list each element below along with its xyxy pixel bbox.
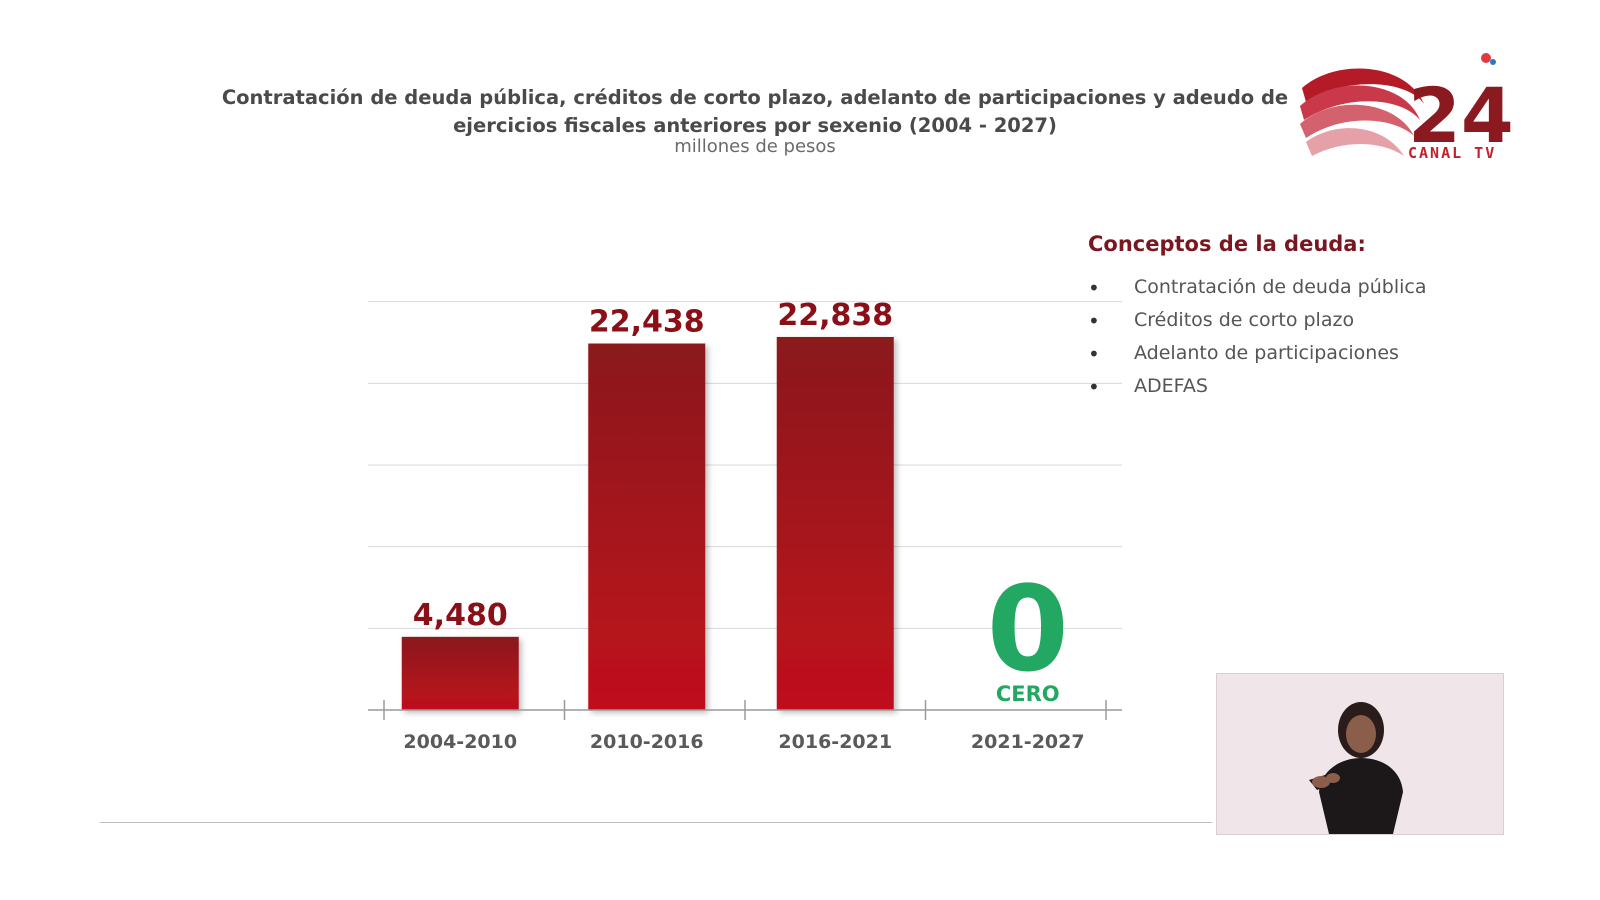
bar-value-label: 4,480 bbox=[413, 598, 508, 633]
chart-title: Contratación de deuda pública, créditos … bbox=[221, 86, 1289, 137]
canal-24-logo: 24 bbox=[1300, 53, 1514, 160]
chart-subtitle: millones de pesos bbox=[674, 136, 836, 157]
bottom-divider bbox=[100, 822, 1212, 823]
bar-value-label: 22,838 bbox=[777, 298, 893, 333]
legend-item: • Contratación de deuda pública bbox=[1088, 276, 1427, 309]
bar bbox=[776, 336, 894, 710]
x-tick-label: 2004-2010 bbox=[403, 731, 517, 753]
sign-language-interpreter-video bbox=[1216, 673, 1504, 835]
x-tick-label: 2016-2021 bbox=[778, 731, 892, 753]
bar bbox=[588, 343, 706, 710]
bullet-icon: • bbox=[1088, 342, 1100, 366]
legend-item: • ADEFAS bbox=[1088, 375, 1427, 408]
legend-title: Conceptos de la deuda: bbox=[1088, 232, 1366, 256]
legend-item: • Adelanto de participaciones bbox=[1088, 342, 1427, 375]
interpreter-figure-icon bbox=[1309, 702, 1403, 834]
bullet-icon: • bbox=[1088, 309, 1100, 333]
bar bbox=[401, 636, 519, 710]
legend-item-label: ADEFAS bbox=[1134, 375, 1208, 397]
legend-list: • Contratación de deuda pública • Créditos… bbox=[1088, 276, 1427, 408]
zero-value-label: 0 bbox=[987, 560, 1069, 698]
bullet-icon: • bbox=[1088, 375, 1100, 399]
logo-text: CANAL TV bbox=[1408, 144, 1497, 162]
legend-item-label: Créditos de corto plazo bbox=[1134, 309, 1355, 331]
legend-item: • Créditos de corto plazo bbox=[1088, 309, 1427, 342]
zero-annotation: CERO bbox=[996, 682, 1060, 706]
bullet-icon: • bbox=[1088, 276, 1100, 300]
bar-value-label: 22,438 bbox=[589, 305, 705, 340]
x-tick-label: 2010-2016 bbox=[590, 731, 704, 753]
legend-item-label: Contratación de deuda pública bbox=[1134, 276, 1427, 298]
x-axis: 2004-2010 2010-2016 2016-2021 2021-2027 bbox=[368, 700, 1122, 753]
grid-lines bbox=[368, 301, 1122, 629]
logo-number: 24 bbox=[1408, 71, 1514, 160]
x-tick-label: 2021-2027 bbox=[971, 731, 1085, 753]
legend-item-label: Adelanto de participaciones bbox=[1134, 342, 1399, 364]
